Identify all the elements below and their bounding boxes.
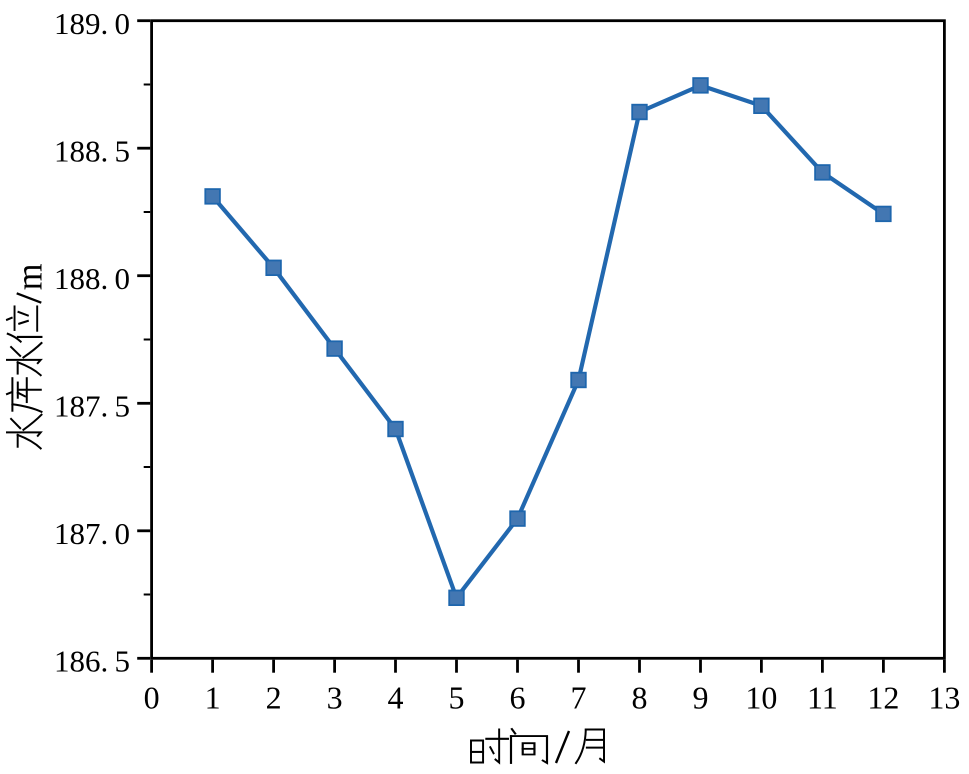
svg-text:1: 1 [205, 680, 221, 716]
svg-text:13: 13 [928, 680, 960, 716]
svg-text:189. 0: 189. 0 [54, 6, 130, 41]
svg-text:4: 4 [388, 680, 404, 716]
svg-text:12: 12 [867, 680, 899, 716]
svg-text:5: 5 [449, 680, 465, 716]
svg-text:m: m [8, 263, 49, 290]
svg-text:6: 6 [510, 680, 526, 716]
svg-text:3: 3 [327, 680, 343, 716]
svg-text:187. 5: 187. 5 [54, 389, 130, 424]
svg-text:187. 0: 187. 0 [54, 516, 130, 551]
svg-text:188. 0: 188. 0 [54, 261, 130, 296]
svg-text:188. 5: 188. 5 [54, 133, 130, 168]
svg-text:7: 7 [571, 680, 587, 716]
svg-text:9: 9 [693, 680, 709, 716]
svg-text:186. 5: 186. 5 [54, 644, 130, 679]
svg-text:10: 10 [745, 680, 777, 716]
svg-text:0: 0 [144, 680, 160, 716]
svg-text:11: 11 [807, 680, 838, 716]
svg-text:2: 2 [266, 680, 282, 716]
svg-text:8: 8 [632, 680, 648, 716]
